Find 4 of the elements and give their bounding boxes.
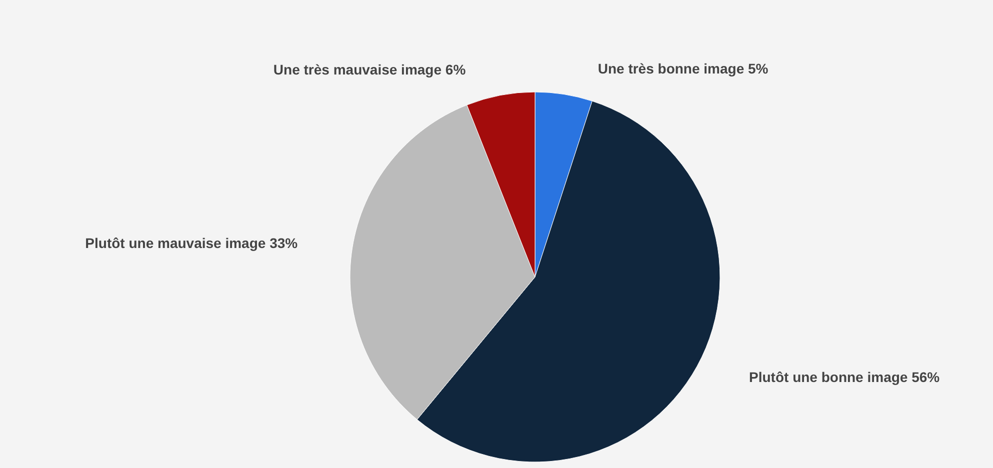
slice-label: Une très mauvaise image 6% xyxy=(273,62,466,78)
slice-label: Plutôt une mauvaise image 33% xyxy=(85,235,298,252)
slice-label: Une très bonne image 5% xyxy=(598,60,769,77)
slice-label: Plutôt une bonne image 56% xyxy=(749,369,940,386)
